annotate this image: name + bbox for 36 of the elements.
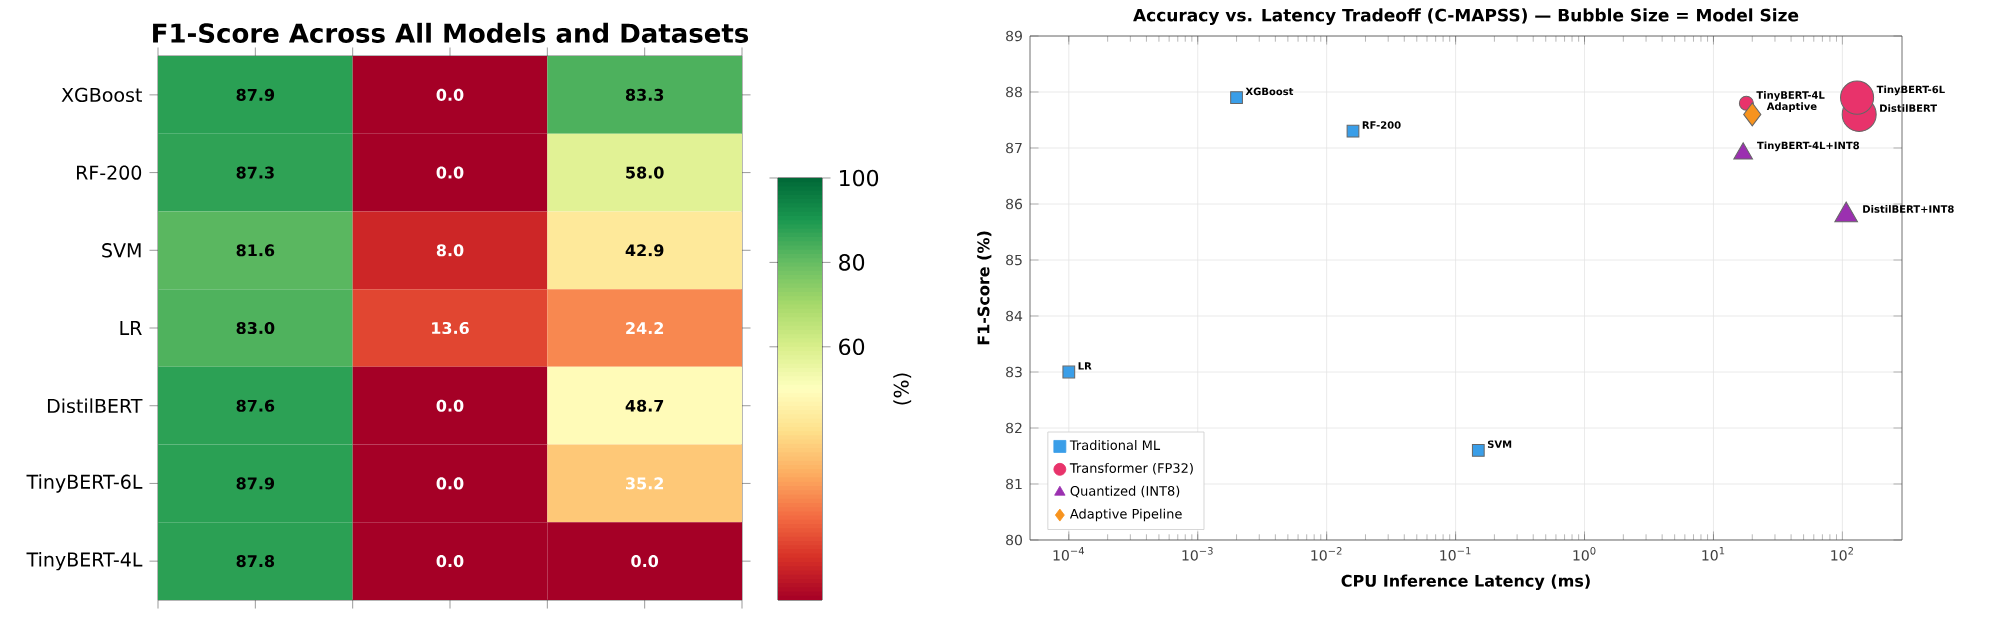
x-axis-title: CPU Inference Latency (ms)	[1341, 574, 1590, 591]
data-label: 87.8	[236, 555, 275, 568]
data-label: 42.9	[625, 244, 664, 257]
data-label: 35.2	[626, 477, 664, 490]
color-bar-label: 60	[839, 338, 865, 356]
y-tick-label: TinyBERT-6L	[26, 474, 143, 493]
data-label: 48.7	[625, 399, 664, 412]
color-bar-title: (%)	[893, 373, 912, 405]
data-label: 87.3	[236, 166, 274, 179]
data-label: 24.2	[626, 322, 664, 334]
y-tick-label: SVM	[102, 243, 141, 258]
data-label: 81.6	[236, 244, 275, 257]
data-label: 0.0	[436, 88, 464, 101]
data-label: 87.9	[236, 477, 275, 490]
data-label: 58.0	[626, 166, 664, 179]
chart-title: F1-Score Across All Models and Datasets	[153, 22, 749, 43]
data-label: 87.9	[236, 88, 275, 101]
y-axis-title: F1-Score (%)	[977, 231, 992, 345]
data-label: 0.0	[436, 477, 464, 490]
color-bar-label: 80	[839, 254, 865, 271]
data-label: 8.0	[436, 244, 464, 257]
y-tick-label: RF-200	[77, 165, 142, 180]
data-label: 87.6	[236, 399, 275, 412]
data-label: 83.3	[625, 88, 664, 101]
y-tick-label: TinyBERT-4L	[26, 551, 143, 571]
data-label: 13.6	[432, 321, 469, 335]
chart-title: Accuracy vs. Latency Tradeoff (C-MAPSS) — Bubble Size = Model Size	[1133, 8, 1799, 25]
y-tick-label: DistilBERT	[47, 398, 143, 414]
data-label: 0.0	[631, 555, 659, 568]
data-label: 83.0	[236, 321, 275, 335]
data-label: 0.0	[436, 166, 464, 179]
data-label: 0.0	[436, 399, 464, 412]
color-bar-label: 100	[840, 169, 879, 187]
y-tick-label: XGBoost	[61, 87, 142, 103]
y-tick-label: LR	[120, 321, 142, 335]
data-label: 0.0	[436, 555, 464, 568]
